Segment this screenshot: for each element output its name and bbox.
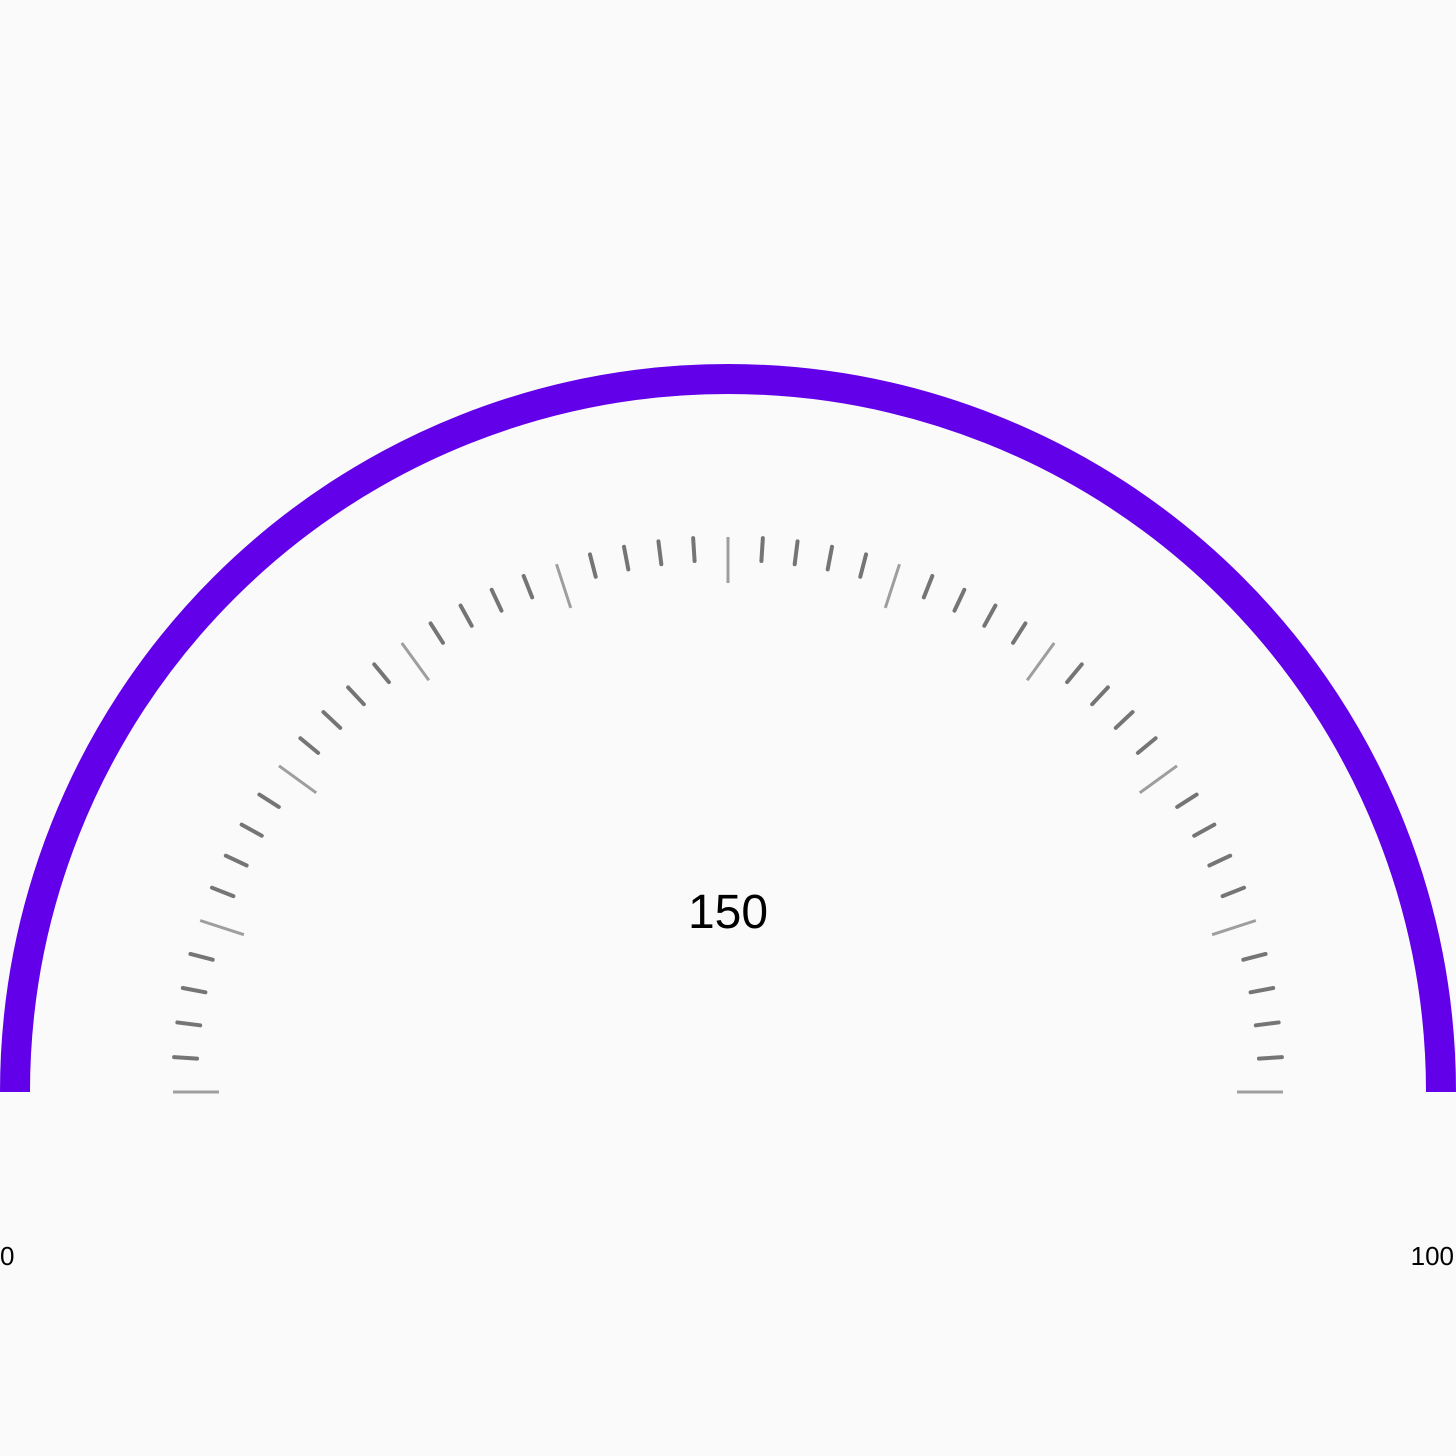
gauge-minor-tick bbox=[321, 710, 343, 730]
gauge-minor-tick bbox=[223, 853, 249, 868]
gauge-major-tick bbox=[278, 764, 318, 795]
gauge-minor-tick bbox=[587, 552, 598, 579]
gauge-minor-tick bbox=[1113, 710, 1135, 730]
gauge-minor-tick bbox=[298, 736, 321, 755]
gauge-minor-tick bbox=[1175, 792, 1199, 809]
gauge-minor-tick bbox=[489, 587, 504, 613]
gauge-minor-tick bbox=[1253, 1020, 1281, 1028]
gauge-minor-tick bbox=[1090, 685, 1110, 707]
gauge-minor-tick bbox=[759, 536, 765, 564]
gauge-minor-tick bbox=[257, 792, 281, 809]
gauge-minor-tick bbox=[691, 536, 697, 564]
gauge-minor-tick bbox=[1207, 853, 1233, 868]
gauge-minor-tick bbox=[792, 539, 800, 567]
gauge-major-tick bbox=[883, 563, 901, 609]
gauge-major-tick bbox=[1025, 642, 1056, 682]
gauge-minor-tick bbox=[825, 544, 834, 572]
gauge-minor-tick bbox=[1065, 662, 1084, 685]
gauge-minor-tick bbox=[428, 621, 445, 645]
gauge-minor-tick bbox=[188, 951, 215, 962]
gauge-minor-tick bbox=[458, 603, 474, 628]
gauge-minor-tick bbox=[921, 573, 935, 600]
gauge-minor-tick bbox=[656, 539, 664, 567]
gauge-minor-tick bbox=[521, 573, 535, 600]
gauge-minor-tick bbox=[239, 822, 264, 838]
gauge-value-readout: 150 bbox=[687, 886, 769, 939]
gauge-minor-tick bbox=[622, 544, 631, 572]
gauge-minor-tick bbox=[952, 587, 967, 613]
gauge-minor-tick bbox=[1248, 986, 1276, 995]
gauge-minor-tick bbox=[1192, 822, 1217, 838]
gauge-minor-tick bbox=[982, 603, 998, 628]
gauge-minor-tick bbox=[172, 1055, 200, 1061]
gauge-minor-tick bbox=[858, 552, 869, 579]
gauge-major-tick bbox=[555, 563, 573, 609]
gauge-max-label: 100 bbox=[1410, 1241, 1454, 1271]
gauge-min-label: 0 bbox=[0, 1241, 15, 1271]
gauge-ticks bbox=[172, 536, 1284, 1094]
gauge-minor-tick bbox=[209, 885, 236, 899]
gauge-major-tick bbox=[1138, 764, 1178, 795]
gauge-minor-tick bbox=[180, 986, 208, 995]
gauge-minor-tick bbox=[1241, 951, 1268, 962]
gauge-minor-tick bbox=[1220, 885, 1247, 899]
gauge-minor-tick bbox=[346, 685, 366, 707]
gauge-minor-tick bbox=[372, 662, 391, 685]
gauge-major-tick bbox=[1211, 919, 1257, 937]
gauge-major-tick bbox=[400, 642, 431, 682]
gauge-major-tick bbox=[199, 919, 245, 937]
gauge-minor-tick bbox=[1011, 621, 1028, 645]
gauge-minor-tick bbox=[1256, 1055, 1284, 1061]
gauge-minor-tick bbox=[175, 1020, 203, 1028]
gauge-arc bbox=[0, 364, 1456, 1093]
gauge-minor-tick bbox=[1135, 736, 1158, 755]
